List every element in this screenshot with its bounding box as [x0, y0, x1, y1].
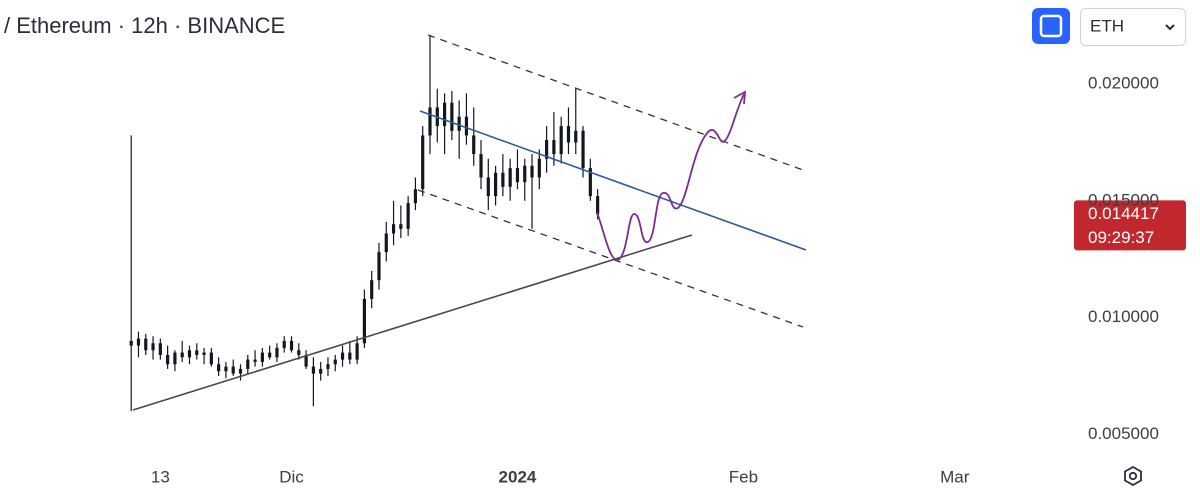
countdown-label: 09:29:37 [1088, 228, 1154, 247]
channel-middle [419, 110, 807, 251]
x-tick-label: Feb [729, 467, 758, 486]
candle-body [260, 352, 264, 362]
last-price-label: 0.014417 [1088, 204, 1159, 223]
settings-icon[interactable] [1124, 465, 1142, 487]
symbol-dropdown[interactable] [1080, 8, 1186, 46]
last-price-box [1074, 200, 1186, 251]
candle-body [173, 352, 177, 365]
candle-body [187, 350, 192, 358]
candle-body [450, 102, 454, 131]
candle-body [377, 252, 381, 281]
channel-lower [417, 189, 804, 328]
candle-body [574, 130, 578, 143]
candle-body [486, 177, 490, 197]
candle-body [355, 343, 359, 360]
candle-body [202, 352, 206, 355]
candle-body [340, 352, 345, 360]
candle-body [472, 135, 476, 155]
candle-body [566, 126, 571, 143]
projection-path [596, 93, 745, 261]
candle-body [319, 368, 323, 374]
candle-body [479, 154, 483, 178]
candle-body [399, 224, 403, 229]
candle-body [588, 168, 592, 197]
chart-title: / Ethereum · 12h · BINANCE [4, 13, 285, 38]
candle-body [224, 366, 228, 372]
candle-body [406, 203, 410, 229]
candle-body [370, 280, 374, 299]
candle-body [253, 359, 257, 362]
candle-body [545, 140, 549, 159]
projection-arrow [733, 90, 747, 105]
candle-body [268, 352, 272, 358]
candle-body [326, 364, 330, 369]
candle-body [428, 107, 432, 136]
dropdown-chevron [1165, 24, 1175, 31]
candle-body [501, 172, 505, 187]
candle-body [297, 350, 301, 355]
y-tick-label: 0.015000 [1088, 190, 1159, 209]
candle-body [362, 298, 367, 344]
candle-body [129, 340, 133, 346]
candle-body [209, 352, 213, 365]
layout-icon [1039, 14, 1063, 38]
layout-button[interactable] [1032, 8, 1070, 44]
candle-body [413, 189, 418, 204]
candle-body [391, 224, 396, 234]
candle-body [508, 168, 512, 187]
y-tick-label: 0.020000 [1088, 74, 1159, 93]
candle-body [442, 102, 447, 127]
candle-body [596, 196, 600, 215]
candle-body [195, 350, 199, 355]
candle-body [537, 158, 541, 178]
candle-body [581, 130, 585, 169]
candle-body [530, 165, 534, 178]
candle-body [282, 340, 286, 348]
x-tick-label: Dic [279, 467, 304, 486]
x-tick-label: Mar [940, 467, 970, 486]
plot-area [129, 35, 600, 411]
candle-body [275, 347, 279, 358]
drawings [132, 34, 807, 411]
candle-body [231, 366, 235, 374]
y-tick-label: 0.005000 [1088, 424, 1159, 443]
channel-upper [427, 34, 804, 171]
candle-body [136, 338, 141, 346]
candle-body [246, 359, 250, 369]
candle-body [457, 116, 461, 131]
candle-body [333, 359, 337, 365]
candle-body [493, 172, 498, 197]
candle-body [238, 368, 243, 374]
candle-body [166, 354, 170, 365]
last-price-badge: 0.014417 09:29:37 [1074, 200, 1186, 251]
x-tick-label: 2024 [499, 467, 537, 486]
candle-body [144, 338, 148, 351]
candle-body [151, 343, 155, 351]
symbol-label: ETH [1090, 16, 1124, 35]
candle-body [515, 168, 520, 183]
y-tick-label: 0.010000 [1088, 307, 1159, 326]
settings-hex [1124, 465, 1142, 487]
settings-dot [1128, 471, 1138, 481]
candle-body [559, 126, 563, 155]
candle-body [217, 364, 221, 372]
candle-body [384, 233, 388, 253]
candle-body [552, 140, 556, 155]
candle-body [304, 354, 308, 367]
candle-body [421, 135, 425, 190]
candle-body [289, 340, 294, 351]
candle-body [158, 343, 162, 355]
candle-body [311, 366, 315, 374]
x-tick-label: 13 [151, 467, 170, 486]
candle-body [523, 165, 527, 183]
candle-body [180, 352, 184, 358]
candle-body [348, 352, 352, 360]
support-line [132, 234, 693, 411]
candle-body [464, 116, 469, 136]
